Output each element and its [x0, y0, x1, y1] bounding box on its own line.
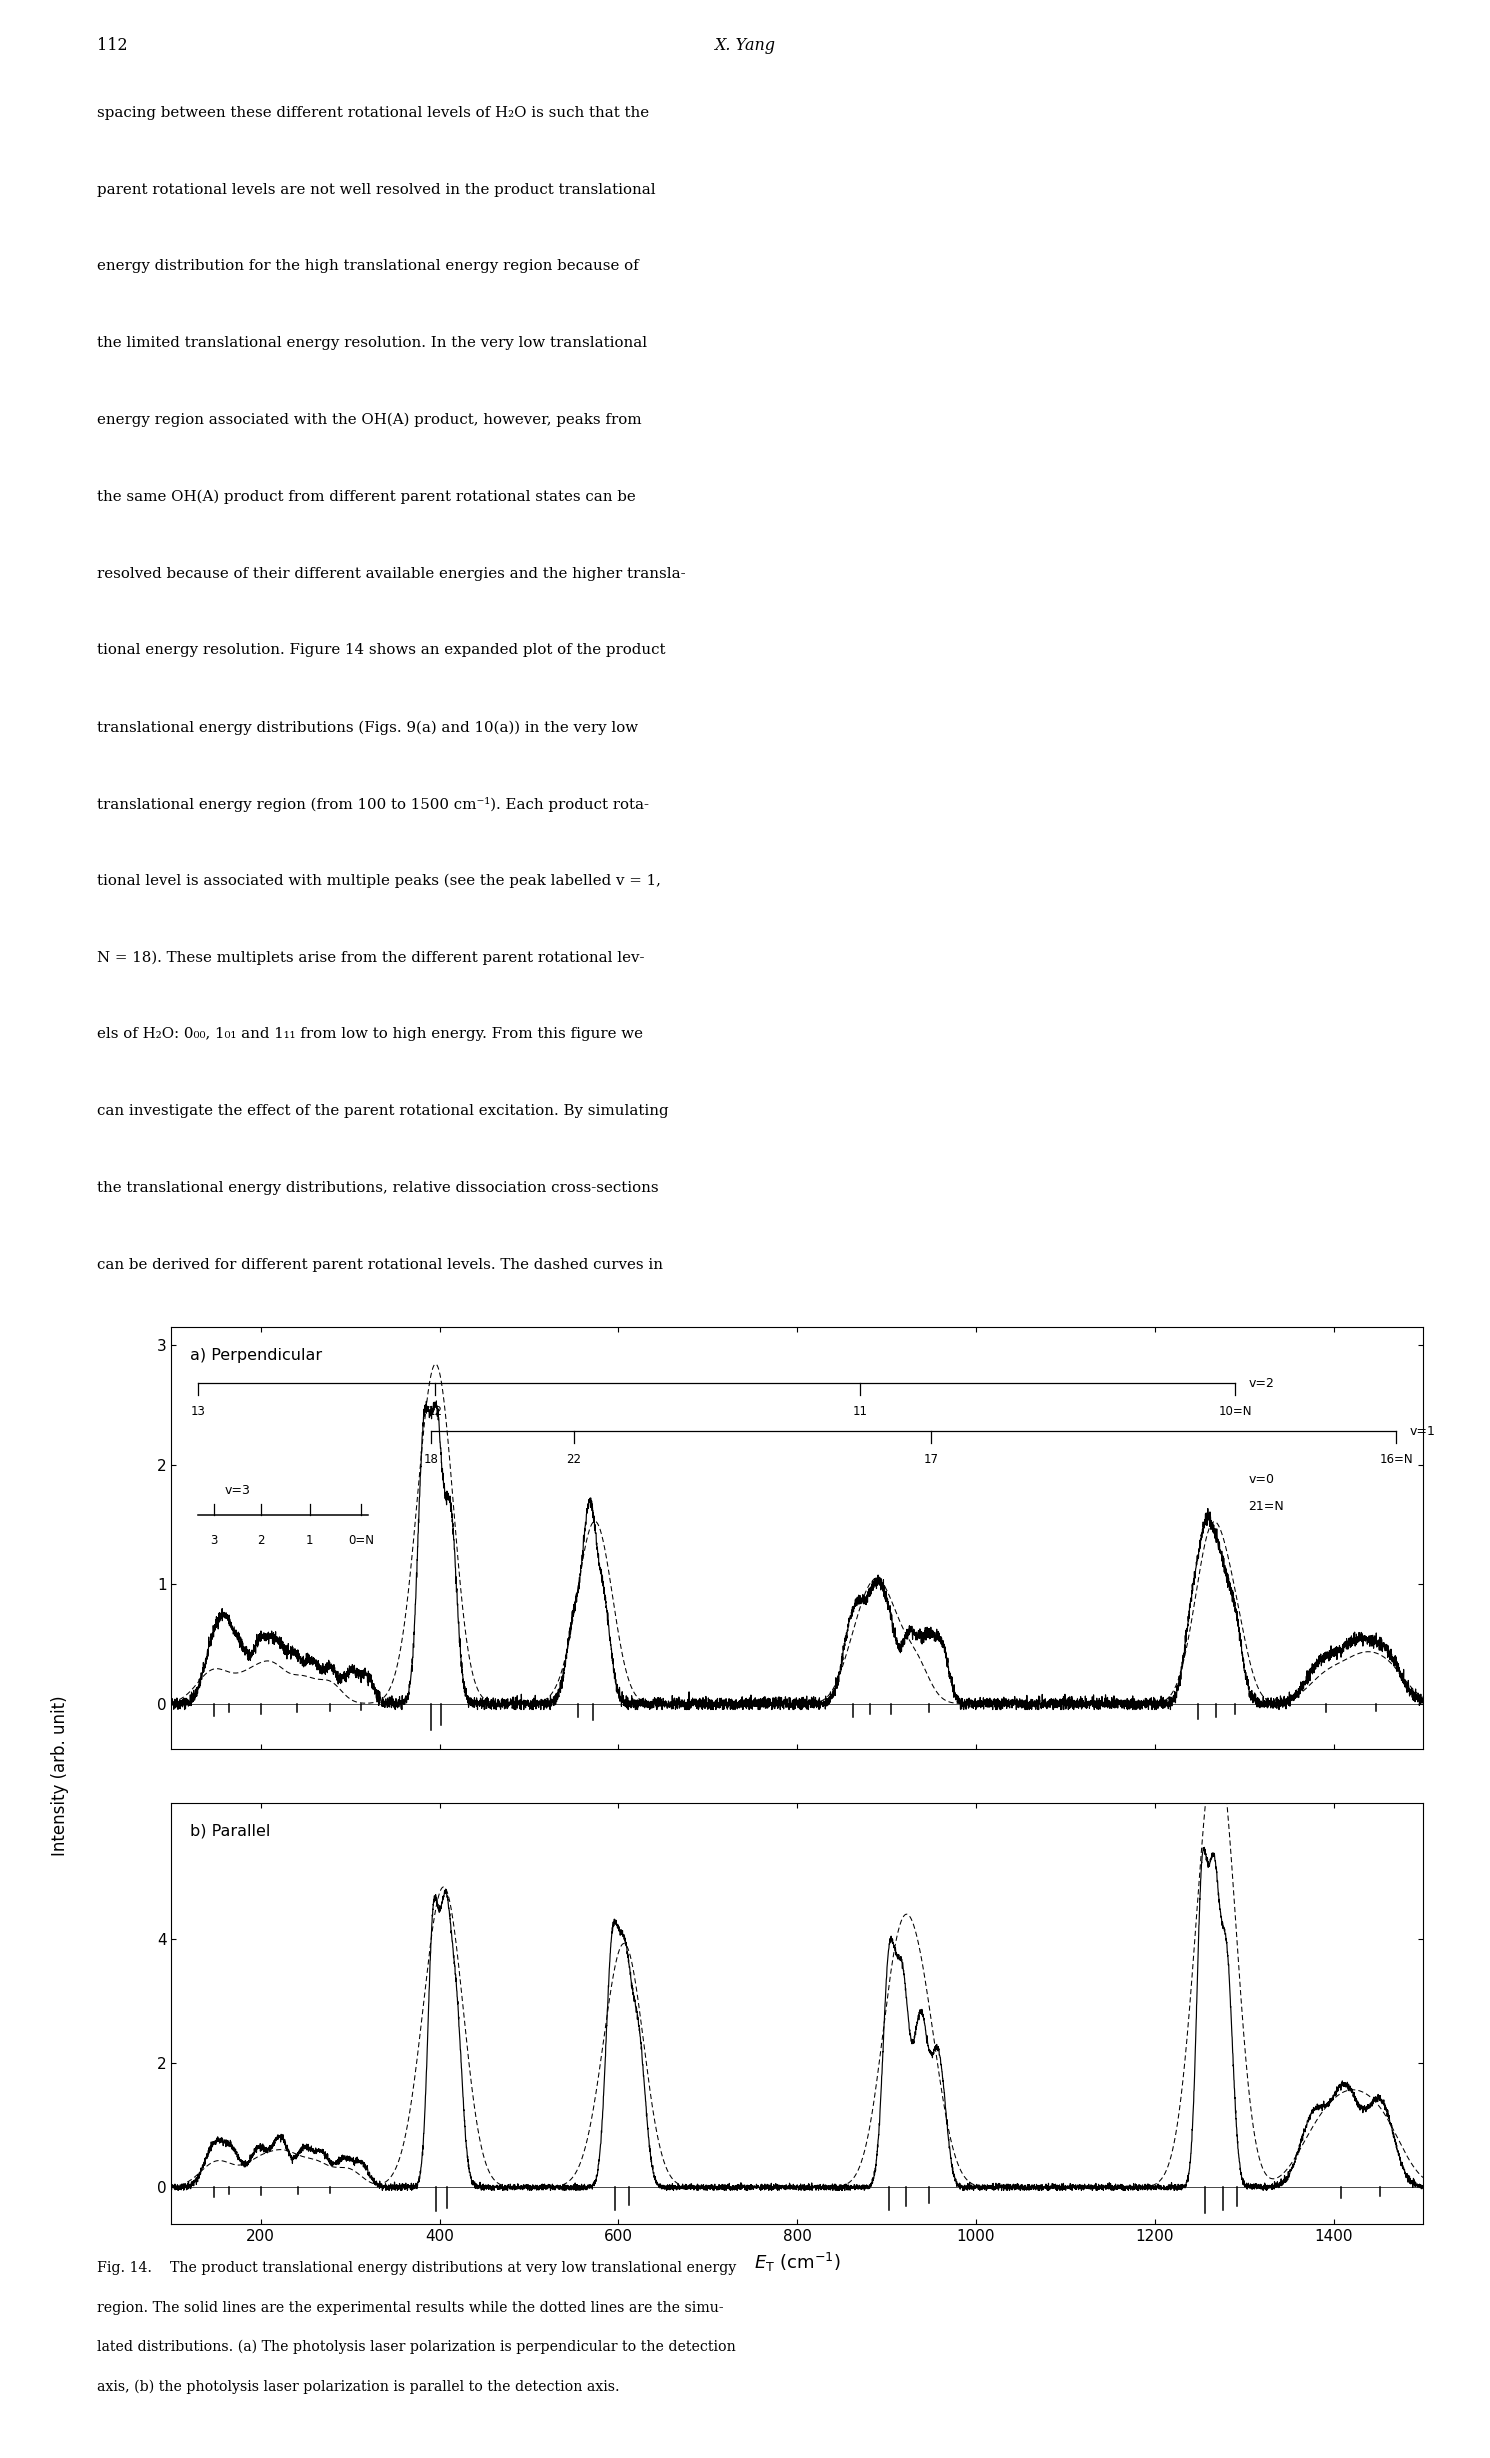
- Text: lated distributions. (a) The photolysis laser polarization is perpendicular to t: lated distributions. (a) The photolysis …: [97, 2340, 736, 2355]
- Text: tional energy resolution. Figure 14 shows an expanded plot of the product: tional energy resolution. Figure 14 show…: [97, 644, 666, 656]
- Text: region. The solid lines are the experimental results while the dotted lines are : region. The solid lines are the experime…: [97, 2301, 724, 2315]
- Text: 12: 12: [428, 1406, 443, 1418]
- Text: translational energy region (from 100 to 1500 cm⁻¹). Each product rota-: translational energy region (from 100 to…: [97, 796, 648, 811]
- Text: parent rotational levels are not well resolved in the product translational: parent rotational levels are not well re…: [97, 182, 656, 197]
- Text: can investigate the effect of the parent rotational excitation. By simulating: can investigate the effect of the parent…: [97, 1104, 669, 1118]
- X-axis label: $E_{\rm T}\ \rm (cm^{-1})$: $E_{\rm T}\ \rm (cm^{-1})$: [754, 2252, 840, 2274]
- Text: 0=N: 0=N: [347, 1534, 374, 1546]
- Text: b) Parallel: b) Parallel: [191, 1824, 271, 1839]
- Text: energy region associated with the OH(A) product, however, peaks from: energy region associated with the OH(A) …: [97, 413, 642, 428]
- Text: resolved because of their different available energies and the higher transla-: resolved because of their different avai…: [97, 568, 685, 580]
- Text: 112: 112: [97, 37, 128, 54]
- Text: 1: 1: [305, 1534, 314, 1546]
- Text: 11: 11: [852, 1406, 867, 1418]
- Text: translational energy distributions (Figs. 9(a) and 10(a)) in the very low: translational energy distributions (Figs…: [97, 720, 638, 735]
- Text: 13: 13: [191, 1406, 206, 1418]
- Text: v=0: v=0: [1249, 1472, 1274, 1485]
- Text: v=3: v=3: [225, 1485, 250, 1497]
- Text: Intensity (arb. unit): Intensity (arb. unit): [51, 1696, 69, 1856]
- Text: Fig. 14.    The product translational energy distributions at very low translati: Fig. 14. The product translational energ…: [97, 2261, 736, 2276]
- Text: N = 18). These multiplets arise from the different parent rotational lev-: N = 18). These multiplets arise from the…: [97, 951, 644, 966]
- Text: 3: 3: [210, 1534, 218, 1546]
- Text: the same OH(A) product from different parent rotational states can be: the same OH(A) product from different pa…: [97, 489, 636, 504]
- Text: 21=N: 21=N: [1249, 1499, 1284, 1514]
- Text: a) Perpendicular: a) Perpendicular: [191, 1349, 322, 1364]
- Text: 17: 17: [924, 1453, 939, 1465]
- Text: v=1: v=1: [1410, 1426, 1435, 1438]
- Text: spacing between these different rotational levels of H₂O is such that the: spacing between these different rotation…: [97, 106, 650, 120]
- Text: 22: 22: [566, 1453, 581, 1465]
- Text: X. Yang: X. Yang: [715, 37, 775, 54]
- Text: 18: 18: [423, 1453, 438, 1465]
- Text: can be derived for different parent rotational levels. The dashed curves in: can be derived for different parent rota…: [97, 1258, 663, 1271]
- Text: 10=N: 10=N: [1219, 1406, 1252, 1418]
- Text: the limited translational energy resolution. In the very low translational: the limited translational energy resolut…: [97, 337, 647, 349]
- Text: v=2: v=2: [1249, 1376, 1274, 1389]
- Text: 2: 2: [256, 1534, 265, 1546]
- Text: axis, (b) the photolysis laser polarization is parallel to the detection axis.: axis, (b) the photolysis laser polarizat…: [97, 2379, 620, 2394]
- Text: the translational energy distributions, relative dissociation cross-sections: the translational energy distributions, …: [97, 1182, 659, 1195]
- Text: 16=N: 16=N: [1380, 1453, 1413, 1465]
- Text: tional level is associated with multiple peaks (see the peak labelled v = 1,: tional level is associated with multiple…: [97, 875, 660, 887]
- Text: els of H₂O: 0₀₀, 1₀₁ and 1₁₁ from low to high energy. From this figure we: els of H₂O: 0₀₀, 1₀₁ and 1₁₁ from low to…: [97, 1027, 642, 1042]
- Text: energy distribution for the high translational energy region because of: energy distribution for the high transla…: [97, 261, 639, 273]
